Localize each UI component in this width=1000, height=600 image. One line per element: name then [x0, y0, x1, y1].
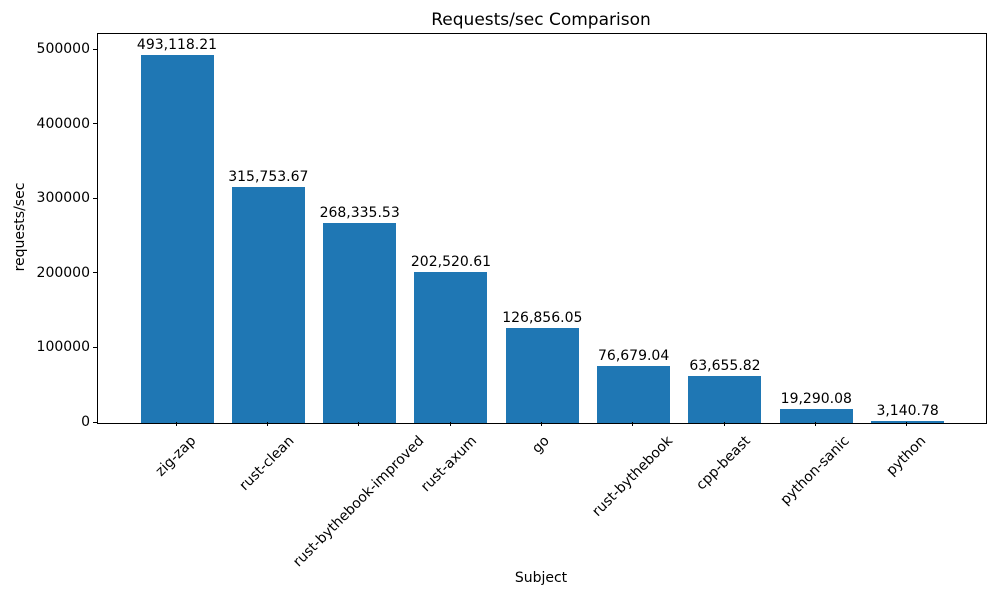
- bar: [414, 271, 488, 423]
- bar-value-label: 19,290.08: [780, 390, 852, 407]
- y-axis-label: requests/sec: [12, 182, 28, 272]
- x-axis-label: Subject: [514, 570, 568, 586]
- bar-value-label: 3,140.78: [876, 402, 939, 419]
- x-tick-mark: [723, 422, 725, 426]
- bar-value-label: 268,335.53: [319, 204, 400, 221]
- chart-title: Requests/sec Comparison: [431, 10, 651, 30]
- bar-value-label: 126,856.05: [502, 310, 583, 327]
- x-tick-label: go: [529, 433, 554, 457]
- bar: [505, 328, 579, 423]
- x-tick-label: cpp-beast: [693, 433, 755, 494]
- y-tick-label: 100000: [36, 339, 90, 356]
- y-tick-mark: [93, 123, 97, 125]
- x-tick-label: python-sanic: [777, 433, 853, 509]
- plot-area: 493,118.21 315,753.67 268,335.53 202,520.61…: [97, 33, 987, 424]
- x-tick-mark: [449, 422, 451, 426]
- x-tick-label: python: [883, 433, 930, 479]
- x-tick-mark: [358, 422, 360, 426]
- y-tick-label: 200000: [36, 264, 90, 281]
- bar-value-label: 493,118.21: [136, 37, 218, 54]
- x-tick-label: rust-bythebook-improved: [289, 433, 427, 571]
- y-tick-label: 500000: [36, 41, 90, 57]
- bar-value-label: 202,520.61: [410, 253, 492, 270]
- bar: [140, 55, 214, 423]
- y-tick-label: 0: [81, 414, 90, 430]
- x-tick-mark: [814, 422, 816, 426]
- bar-value-label: 76,679.04: [598, 347, 670, 364]
- x-tick-label: zig-zap: [152, 433, 200, 480]
- bar: [597, 365, 671, 423]
- x-tick-mark: [540, 422, 542, 426]
- y-tick-mark: [93, 272, 97, 274]
- bar: [779, 408, 853, 423]
- bar: [323, 222, 397, 423]
- bar: [231, 187, 305, 423]
- y-tick-label: 400000: [36, 115, 90, 132]
- y-tick-label: 300000: [36, 190, 90, 207]
- x-tick-label: rust-clean: [236, 433, 298, 494]
- x-tick-mark: [266, 422, 268, 426]
- x-tick-mark: [632, 422, 634, 426]
- y-tick-mark: [93, 48, 97, 50]
- bar: [688, 375, 762, 423]
- y-tick-mark: [93, 197, 97, 199]
- bar-value-label: 315,753.67: [228, 169, 309, 186]
- x-tick-mark: [175, 422, 177, 426]
- bar-value-label: 63,655.82: [689, 357, 761, 374]
- x-tick-label: rust-bythebook: [588, 433, 676, 520]
- bar: [871, 420, 945, 423]
- x-tick-mark: [906, 422, 908, 426]
- x-tick-label: rust-axum: [418, 433, 481, 496]
- y-tick-mark: [93, 421, 97, 423]
- y-tick-mark: [93, 346, 97, 348]
